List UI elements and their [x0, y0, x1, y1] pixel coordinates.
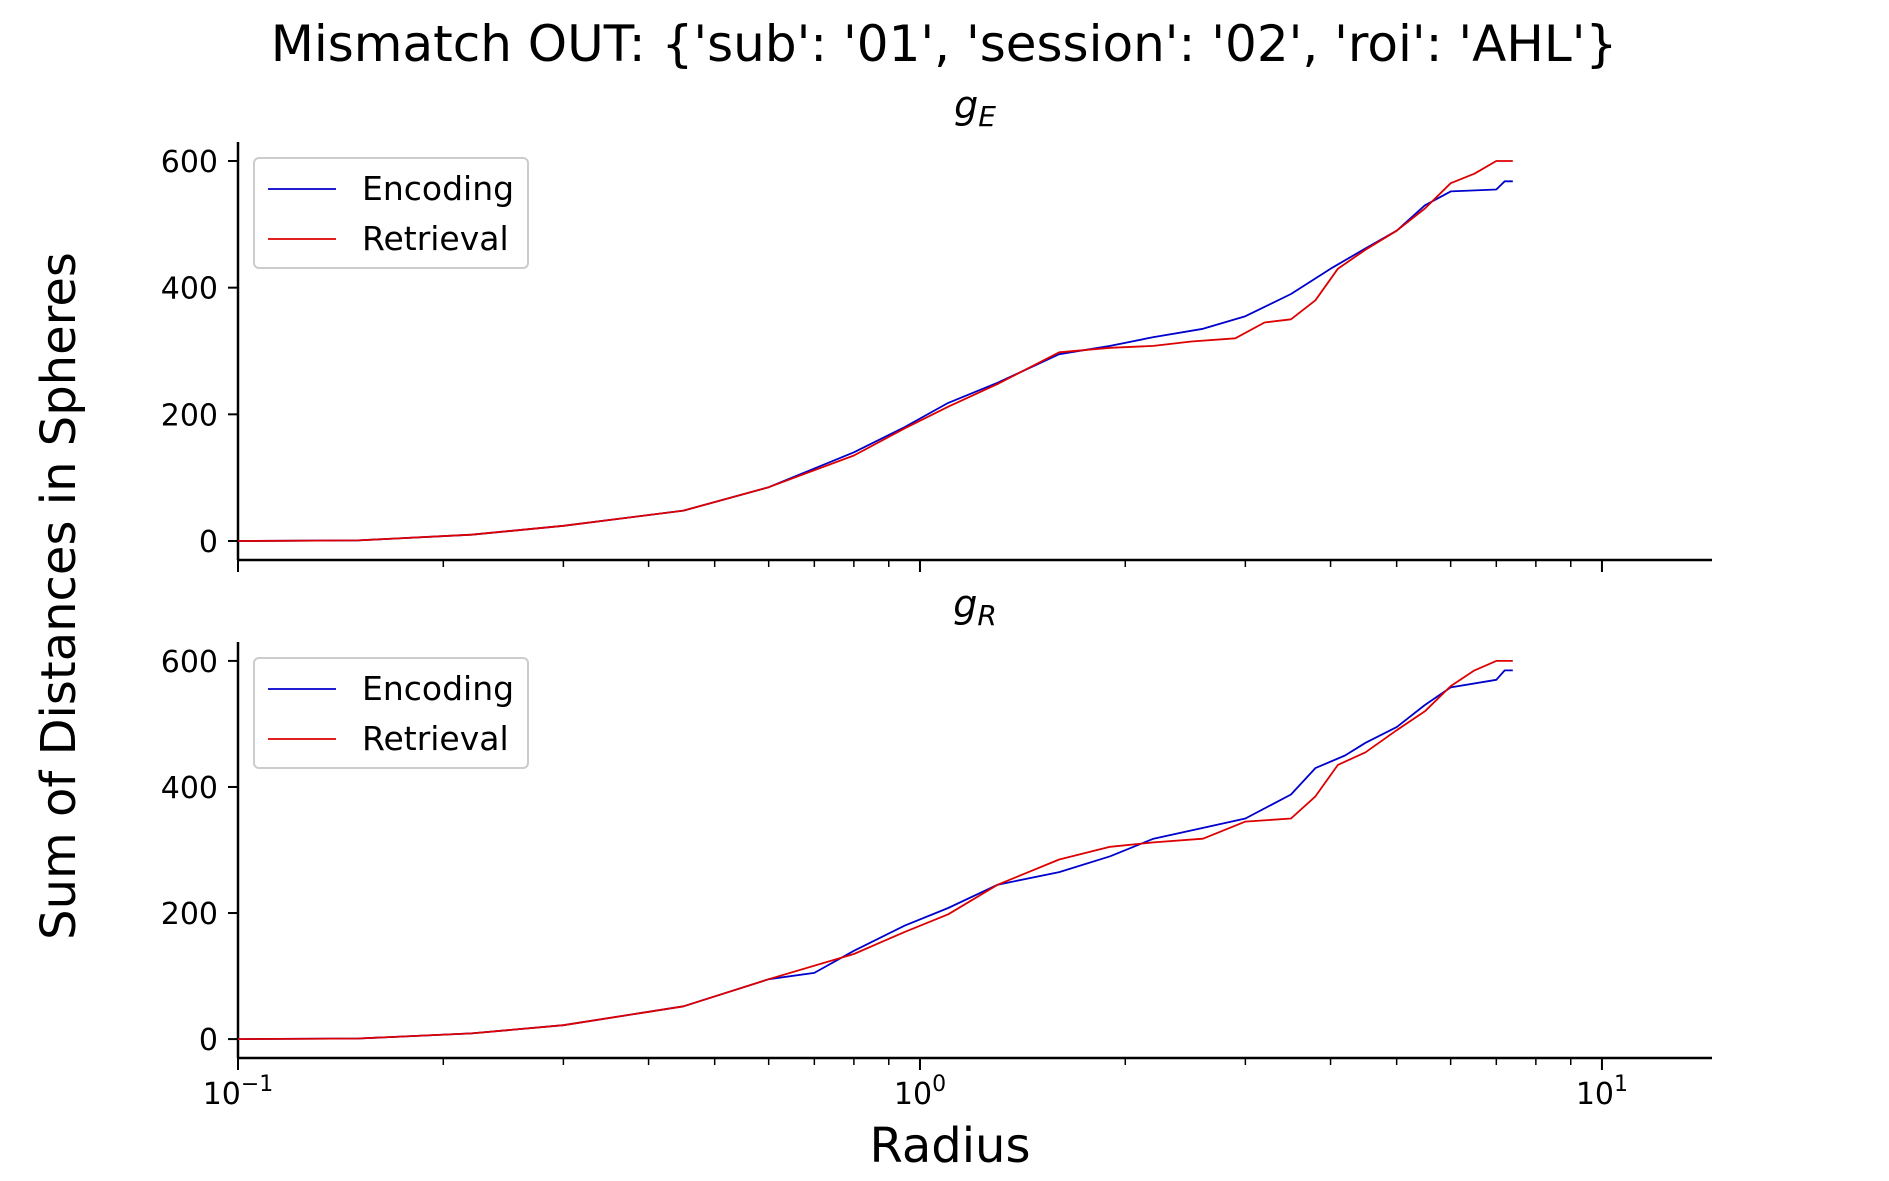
legend-label-encoding: Encoding [362, 169, 514, 208]
y-axis-label: Sum of Distances in Spheres [31, 252, 87, 940]
y-tick-label: 0 [199, 1023, 218, 1058]
panel-title-subscript: E [978, 100, 996, 133]
panel-title-main: g [953, 582, 977, 626]
x-tick-label-base: 10 [203, 1077, 241, 1112]
chart-title: Mismatch OUT: {'sub': '01', 'session': '… [271, 15, 1618, 73]
x-tick-label-exponent: 1 [1614, 1072, 1628, 1097]
legend-label-encoding: Encoding [362, 669, 514, 708]
panel-title: gE [954, 83, 996, 133]
panel-title-subscript: R [977, 599, 996, 632]
x-tick-label-base: 10 [1576, 1077, 1614, 1112]
series-line-retrieval [237, 160, 1513, 542]
legend-label-retrieval: Retrieval [362, 719, 509, 758]
y-tick-label: 400 [161, 272, 218, 307]
panel-0: gE 0 200 400 600 Encoding Retrieval [161, 83, 1712, 572]
x-tick-label: 10−1 [203, 1072, 274, 1112]
y-tick-label: 600 [161, 145, 218, 180]
legend-label-retrieval: Retrieval [362, 219, 509, 258]
series-line-retrieval [237, 660, 1513, 1040]
legend-box [253, 157, 529, 269]
y-tick-label: 600 [161, 645, 218, 680]
x-axis-label: Radius [870, 1118, 1031, 1174]
y-tick-label: 200 [161, 897, 218, 932]
x-tick-label-exponent: −1 [241, 1072, 273, 1097]
y-tick-label: 400 [161, 771, 218, 806]
x-tick-label: 100 [894, 1072, 946, 1112]
y-tick-label: 200 [161, 398, 218, 433]
x-tick-label: 101 [1576, 1072, 1628, 1112]
panel-title-main: g [954, 83, 978, 127]
x-tick-label-exponent: 0 [932, 1072, 946, 1097]
panel-title: gR [953, 582, 997, 632]
panels: gE0200400600EncodingRetrievalgR020040060… [161, 83, 1712, 1112]
x-tick-label-base: 10 [894, 1077, 932, 1112]
y-tick-label: 0 [199, 525, 218, 560]
legend-box [253, 657, 529, 769]
